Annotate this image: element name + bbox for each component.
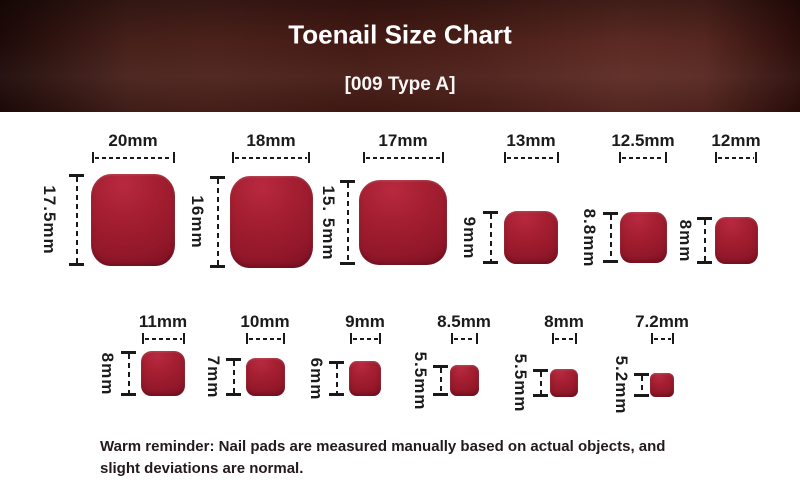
nail-width-label: 12.5mm — [611, 131, 675, 150]
width-measure-line — [91, 152, 175, 163]
height-measure-line — [533, 369, 548, 397]
nail-swatch — [349, 361, 381, 396]
height-measure-line — [483, 211, 498, 264]
width-measure-line — [503, 152, 559, 163]
nail-height-label: 7mm — [204, 355, 223, 399]
nail-height-label: 15. 5mm — [319, 184, 338, 261]
nail-swatch — [619, 212, 667, 263]
nail-width-label: 8mm — [544, 312, 584, 331]
width-measure-line — [715, 152, 757, 163]
nail-height-label: 5.5mm — [411, 351, 430, 410]
height-measure-line — [697, 217, 712, 264]
height-measure-line — [69, 174, 84, 266]
nail-height-label: 8.8mm — [580, 208, 599, 267]
nail-width-label: 17mm — [378, 131, 428, 150]
nail-width-label: 7.2mm — [635, 312, 689, 331]
nail-swatch — [245, 358, 285, 396]
nail-width-label: 20mm — [108, 131, 158, 150]
nail-width-label: 9mm — [345, 312, 385, 331]
nail-height-label: 9mm — [460, 216, 479, 259]
height-measure-line — [433, 365, 448, 396]
nail-swatch — [449, 365, 479, 396]
height-measure-line — [210, 176, 225, 268]
width-measure-line — [551, 333, 577, 344]
nail-width-label: 13mm — [506, 131, 556, 150]
nail-swatch — [229, 176, 313, 268]
width-measure-line — [619, 152, 667, 163]
width-measure-line — [245, 333, 285, 344]
width-measure-line — [141, 333, 185, 344]
nail-height-label: 6mm — [307, 357, 326, 400]
reminder-note: Warm reminder: Nail pads are measured ma… — [100, 438, 666, 477]
header-banner: Toenail Size Chart [009 Type A] — [0, 0, 800, 112]
model-subtitle: [009 Type A] — [344, 74, 456, 95]
nail-width-label: 10mm — [240, 312, 290, 331]
nail-width-label: 18mm — [246, 131, 296, 150]
nail-swatch — [504, 211, 558, 264]
nail-swatch — [650, 373, 674, 397]
width-measure-line — [650, 333, 674, 344]
nail-height-label: 17.5mm — [40, 185, 59, 255]
nail-swatch — [550, 369, 578, 397]
height-measure-line — [634, 373, 649, 397]
height-measure-line — [121, 351, 136, 396]
nail-swatch — [91, 174, 175, 266]
nail-width-label: 12mm — [711, 131, 761, 150]
nail-width-label: 11mm — [138, 312, 188, 331]
width-measure-line — [349, 333, 381, 344]
height-measure-line — [340, 180, 355, 265]
page-title: Toenail Size Chart — [288, 19, 512, 50]
nail-width-label: 8.5mm — [437, 312, 491, 331]
nail-swatch — [141, 351, 185, 396]
nail-height-label: 8mm — [98, 352, 117, 395]
height-measure-line — [603, 212, 618, 263]
nail-height-label: 8mm — [676, 219, 695, 262]
nail-height-label: 5.5mm — [511, 353, 530, 413]
width-measure-line — [232, 152, 310, 163]
nail-height-label: 16mm — [188, 195, 207, 249]
width-measure-line — [450, 333, 478, 344]
nail-swatch — [714, 217, 758, 264]
nail-height-label: 5.2mm — [612, 355, 631, 415]
height-measure-line — [226, 358, 241, 396]
width-measure-line — [362, 152, 444, 163]
height-measure-line — [329, 361, 344, 396]
nail-swatch — [359, 180, 447, 265]
